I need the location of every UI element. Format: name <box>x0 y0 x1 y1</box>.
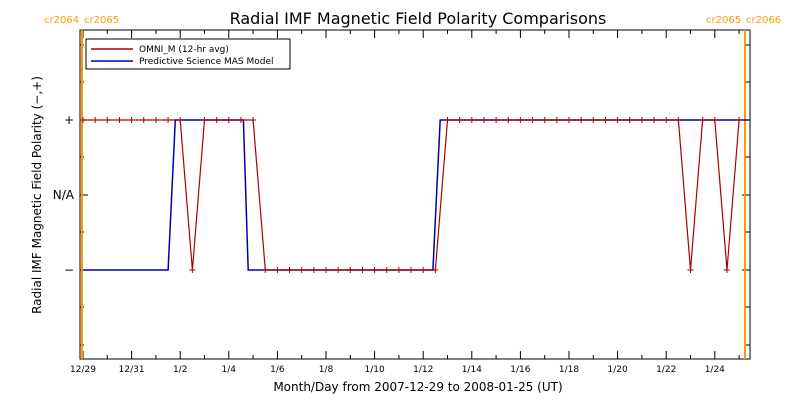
x-tick-label-10: 1/18 <box>559 365 579 375</box>
omni-point <box>553 117 560 123</box>
legend-label-mas: Predictive Science MAS Model <box>139 57 274 67</box>
y-tick-label-1: N/A <box>53 188 75 202</box>
omni-point <box>335 267 342 273</box>
carrington-label-left-a: cr2064 <box>44 15 79 26</box>
carrington-label-right-a: cr2065 <box>706 15 741 26</box>
omni-point <box>371 267 378 273</box>
omni-point <box>189 267 196 273</box>
x-tick-label-2: 1/2 <box>173 365 187 375</box>
omni-point <box>152 117 159 123</box>
series-mas-model <box>83 119 749 271</box>
omni-point <box>177 117 184 123</box>
omni-point <box>262 267 269 273</box>
legend: OMNI_M (12-hr avg) Predictive Science MA… <box>85 38 291 70</box>
omni-point <box>432 267 439 273</box>
omni-point <box>578 117 585 123</box>
omni-point <box>323 267 329 273</box>
omni-point <box>274 267 281 273</box>
y-axis-label: Radial IMF Magnetic Field Polarity (−,+) <box>30 76 44 314</box>
carrington-label-left-b: cr2065 <box>84 15 119 26</box>
omni-point <box>286 267 293 273</box>
legend-label-omni: OMNI_M (12-hr avg) <box>139 45 229 55</box>
omni-point <box>651 117 658 123</box>
x-tick-label-0: 12/29 <box>70 365 96 375</box>
omni-point <box>566 117 572 123</box>
omni-point <box>359 267 366 273</box>
omni-point <box>529 117 536 123</box>
x-tick-label-7: 1/12 <box>413 365 433 375</box>
omni-point <box>602 117 609 123</box>
chart-title: Radial IMF Magnetic Field Polarity Compa… <box>230 9 607 28</box>
omni-point <box>213 117 220 123</box>
omni-point <box>237 117 244 123</box>
x-tick-label-5: 1/8 <box>319 365 334 375</box>
x-tick-label-12: 1/22 <box>656 365 676 375</box>
omni-point <box>541 117 548 123</box>
carrington-markers <box>81 30 746 359</box>
x-tick-label-4: 1/6 <box>270 365 285 375</box>
omni-point <box>201 117 208 123</box>
omni-point <box>395 267 402 273</box>
legend-box <box>85 38 291 70</box>
omni-point <box>92 117 99 123</box>
omni-point <box>626 117 633 123</box>
omni-point <box>104 117 111 123</box>
omni-point <box>711 117 718 123</box>
omni-point <box>590 117 597 123</box>
x-tick-label-3: 1/4 <box>222 365 237 375</box>
omni-point <box>347 267 354 273</box>
omni-point <box>165 117 172 123</box>
omni-point <box>663 117 670 123</box>
y-tick-label-2: − <box>64 263 74 277</box>
omni-point <box>687 267 694 273</box>
carrington-label-right-b: cr2066 <box>746 15 781 26</box>
omni-point <box>699 117 706 123</box>
omni-point <box>140 117 147 123</box>
omni-point <box>408 267 415 273</box>
omni-point <box>614 117 621 123</box>
y-axis-ticks: + N/A − <box>53 44 750 346</box>
omni-point <box>128 117 135 123</box>
omni-point <box>456 117 463 123</box>
series-line-mas <box>83 119 749 271</box>
x-tick-label-1: 12/31 <box>119 365 145 375</box>
x-tick-label-8: 1/14 <box>462 365 482 375</box>
series-line-omni <box>83 119 740 271</box>
omni-point <box>310 267 317 273</box>
omni-point <box>420 267 427 273</box>
omni-point <box>116 117 123 123</box>
omni-point <box>736 117 743 123</box>
omni-point <box>480 117 487 123</box>
omni-point <box>638 117 645 123</box>
omni-point <box>250 117 257 123</box>
y-tick-label-0: + <box>64 113 74 127</box>
omni-point <box>493 117 500 123</box>
x-tick-label-9: 1/16 <box>510 365 530 375</box>
plot-frame <box>79 29 751 360</box>
x-axis-ticks: 12/29 12/31 1/2 1/4 1/6 1/8 1/10 1/12 1/14 1/16 1/… <box>70 30 740 375</box>
omni-point <box>517 117 524 123</box>
omni-point <box>80 117 86 123</box>
omni-point <box>225 117 232 123</box>
x-tick-label-6: 1/10 <box>364 365 384 375</box>
omni-point <box>505 117 512 123</box>
x-axis-label: Month/Day from 2007-12-29 to 2008-01-25 … <box>273 380 562 394</box>
omni-point <box>723 267 730 273</box>
omni-point <box>468 117 475 123</box>
omni-point <box>383 267 390 273</box>
omni-point <box>298 267 305 273</box>
omni-point <box>675 117 682 123</box>
series-omni <box>80 117 743 273</box>
x-tick-label-11: 1/20 <box>607 365 627 375</box>
omni-point <box>444 117 451 123</box>
x-tick-label-13: 1/24 <box>705 365 725 375</box>
